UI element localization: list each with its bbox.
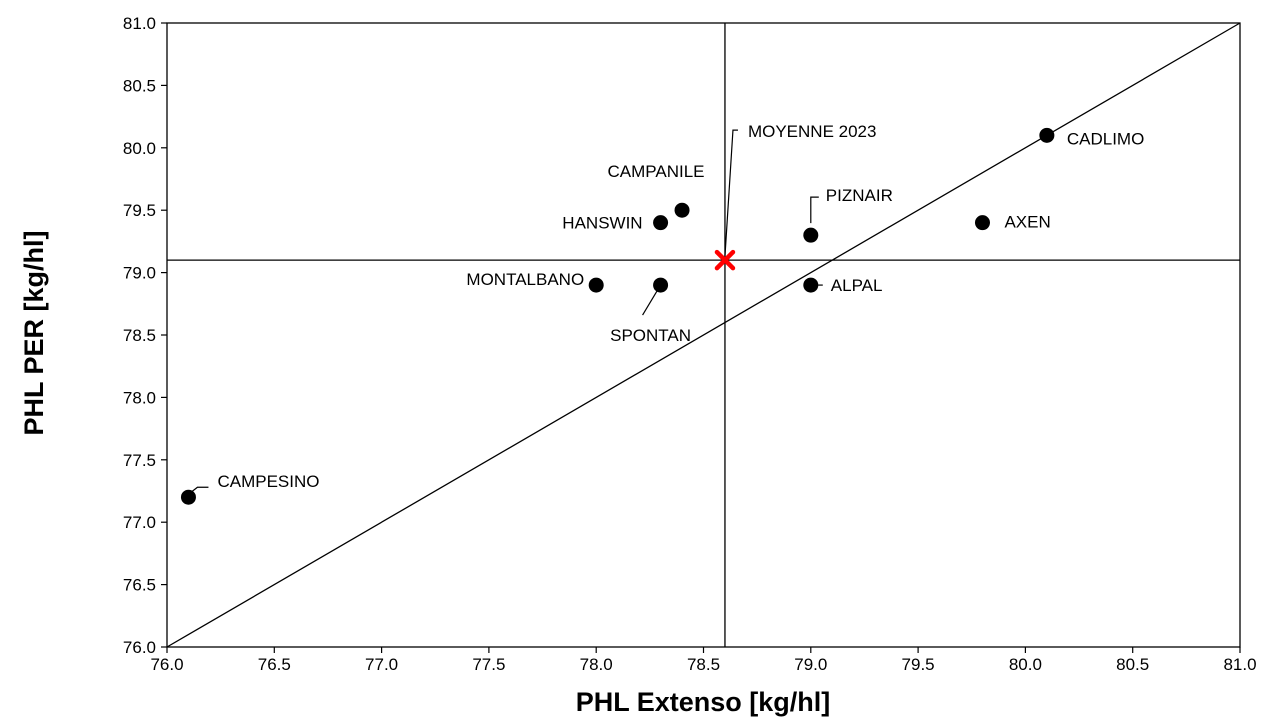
reference-lines [166,22,1241,648]
data-point [588,277,604,293]
x-tick-label: 76.0 [150,655,183,674]
y-tick-label: 77.5 [123,451,156,470]
y-tick-label: 78.5 [123,326,156,345]
y-tick-label: 80.5 [123,76,156,95]
point-label: CAMPANILE [608,162,705,181]
point-label: HANSWIN [562,214,642,233]
y-tick-label: 80.0 [123,139,156,158]
y-tick-label: 78.0 [123,388,156,407]
data-point [803,277,819,293]
y-tick-label: 79.0 [123,264,156,283]
x-tick-label: 80.0 [1009,655,1042,674]
y-axis-title: PHL PER [kg/hl] [19,230,49,435]
mean-label-leader [724,129,738,257]
point-label: PIZNAIR [826,186,893,205]
point-label: ALPAL [831,276,883,295]
x-tick-label: 77.5 [472,655,505,674]
point-label: AXEN [1004,213,1050,232]
x-axis-title: PHL Extenso [kg/hl] [576,687,831,717]
mean-marker-stroke [714,249,736,271]
x-tick-label: 79.5 [902,655,935,674]
data-point [803,227,819,243]
axis-ticks: 76.0 76.5 77.0 77.5 78.0 78.5 79.0 79.5 80.0 80.5… [123,14,1257,674]
data-point [674,202,690,218]
y-tick-label: 76.0 [123,638,156,657]
data-points [180,127,1055,505]
point-label: SPONTAN [610,326,691,345]
y-tick-label: 76.5 [123,576,156,595]
x-tick-label: 77.0 [365,655,398,674]
point-label: CAMPESINO [217,472,319,491]
x-tick-label: 81.0 [1223,655,1256,674]
data-point [653,215,669,231]
y-tick-label: 79.5 [123,201,156,220]
data-point [974,215,990,231]
x-tick-label: 76.5 [258,655,291,674]
data-point [180,489,196,505]
point-labels: CAMPESINO MONTALBANO SPONTAN HANSWIN CAMPANI… [217,122,1144,491]
mean-label: MOYENNE 2023 [748,122,877,141]
x-tick-label: 78.5 [687,655,720,674]
x-tick-label: 79.0 [794,655,827,674]
y-tick-label: 81.0 [123,14,156,33]
data-point [1039,127,1055,143]
y-tick-label: 77.0 [123,513,156,532]
label-leaders [188,129,823,495]
label-leader [810,196,819,224]
point-label: CADLIMO [1067,129,1144,148]
x-tick-label: 78.0 [580,655,613,674]
data-point [653,277,669,293]
point-label: MONTALBANO [466,270,584,289]
diagonal-line [166,22,1241,648]
x-tick-label: 80.5 [1116,655,1149,674]
